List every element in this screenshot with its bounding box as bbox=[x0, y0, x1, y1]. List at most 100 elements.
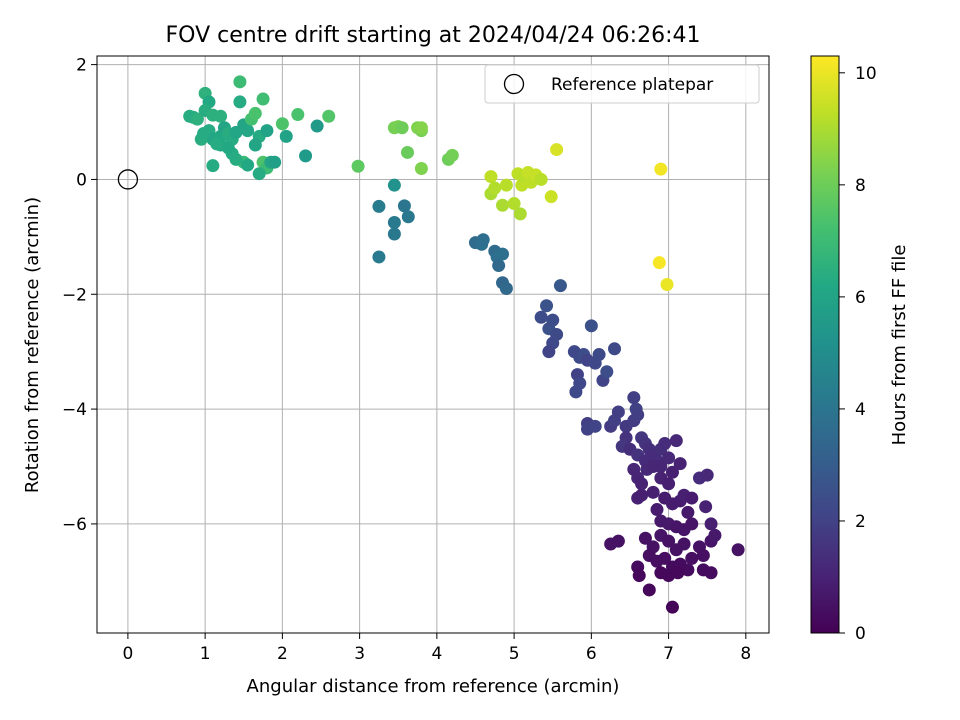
data-points bbox=[183, 75, 745, 614]
data-point bbox=[496, 198, 510, 212]
colorbar-tick-label: 8 bbox=[855, 176, 866, 196]
data-point bbox=[488, 181, 502, 195]
data-point bbox=[492, 259, 506, 273]
y-axis-label: Rotation from reference (arcmin) bbox=[22, 197, 43, 493]
legend: Reference platepar bbox=[484, 64, 760, 104]
data-point bbox=[569, 385, 583, 399]
x-tick-label: 3 bbox=[354, 644, 365, 664]
data-point bbox=[210, 137, 224, 151]
colorbar-tick-label: 2 bbox=[855, 512, 866, 532]
data-point bbox=[544, 190, 558, 204]
data-point bbox=[671, 566, 685, 580]
data-point bbox=[731, 543, 745, 557]
colorbar-tick-label: 4 bbox=[855, 400, 866, 420]
data-point bbox=[248, 106, 262, 120]
data-point bbox=[252, 167, 266, 181]
data-point bbox=[387, 227, 401, 241]
data-point bbox=[665, 465, 679, 479]
data-point bbox=[652, 256, 666, 270]
x-tick-label: 1 bbox=[200, 644, 211, 664]
data-point bbox=[372, 250, 386, 264]
data-point bbox=[553, 279, 567, 293]
data-point bbox=[414, 121, 428, 135]
legend-reference-marker bbox=[503, 73, 525, 95]
y-tick-label: −2 bbox=[62, 285, 87, 305]
data-point bbox=[248, 138, 262, 152]
data-point bbox=[660, 278, 674, 292]
data-point bbox=[669, 434, 683, 448]
colorbar-ticks: 0 2 4 6 8 10 bbox=[839, 64, 877, 644]
data-point bbox=[646, 485, 660, 499]
data-point bbox=[513, 207, 527, 221]
chart-title: FOV centre drift starting at 2024/04/24 … bbox=[166, 23, 701, 48]
colorbar-label: Hours from first FF file bbox=[889, 245, 910, 446]
y-tick-label: 2 bbox=[76, 56, 87, 76]
data-point bbox=[650, 503, 664, 517]
data-point bbox=[608, 342, 622, 356]
data-point bbox=[197, 127, 211, 141]
data-point bbox=[654, 460, 668, 474]
x-tick-label: 4 bbox=[431, 644, 442, 664]
data-point bbox=[291, 108, 305, 122]
colorbar-tick-label: 10 bbox=[855, 64, 877, 84]
x-axis-label: Angular distance from reference (arcmin) bbox=[247, 676, 620, 697]
data-point bbox=[546, 313, 560, 327]
data-point bbox=[206, 159, 220, 173]
data-point bbox=[658, 437, 672, 451]
data-point bbox=[681, 505, 695, 519]
colorbar bbox=[810, 55, 840, 634]
plot-frame bbox=[96, 55, 770, 634]
data-point bbox=[662, 534, 676, 548]
data-point bbox=[496, 247, 510, 261]
x-tick-label: 6 bbox=[586, 644, 597, 664]
data-point bbox=[584, 319, 598, 333]
data-point bbox=[499, 282, 513, 296]
data-point bbox=[233, 95, 247, 109]
data-point bbox=[685, 491, 699, 505]
data-point bbox=[685, 517, 699, 531]
data-point bbox=[704, 517, 718, 531]
x-tick-label: 7 bbox=[663, 644, 674, 664]
data-point bbox=[632, 569, 646, 583]
data-point bbox=[397, 199, 411, 213]
data-point bbox=[241, 124, 255, 138]
data-point bbox=[600, 365, 614, 379]
data-point bbox=[611, 534, 625, 548]
data-point bbox=[414, 162, 428, 176]
data-point bbox=[256, 92, 270, 106]
data-point bbox=[627, 462, 641, 476]
data-point bbox=[310, 119, 324, 133]
data-point bbox=[387, 215, 401, 229]
data-point bbox=[401, 210, 415, 224]
data-point bbox=[673, 457, 687, 471]
data-point bbox=[299, 149, 313, 163]
data-point bbox=[677, 537, 691, 551]
data-point bbox=[681, 563, 695, 577]
data-point bbox=[351, 159, 365, 173]
axis-ticks: 0 1 2 3 4 5 6 7 8 2 0 −2 −4 −6 bbox=[62, 56, 751, 664]
data-point bbox=[214, 109, 228, 123]
data-point bbox=[662, 477, 676, 491]
colorbar-tick-label: 0 bbox=[855, 624, 866, 644]
data-point bbox=[499, 178, 513, 192]
data-point bbox=[542, 345, 556, 359]
data-point bbox=[395, 121, 409, 135]
reference-marker bbox=[117, 169, 139, 190]
data-point bbox=[534, 172, 548, 186]
data-point bbox=[654, 162, 668, 176]
data-point bbox=[708, 528, 722, 542]
data-point bbox=[241, 158, 255, 172]
data-point bbox=[611, 405, 625, 419]
x-tick-label: 5 bbox=[509, 644, 520, 664]
x-tick-label: 8 bbox=[740, 644, 751, 664]
x-tick-label: 0 bbox=[122, 644, 133, 664]
data-point bbox=[275, 117, 289, 131]
data-point bbox=[372, 199, 386, 213]
data-point bbox=[699, 500, 713, 514]
x-tick-label: 2 bbox=[277, 644, 288, 664]
data-point bbox=[588, 419, 602, 433]
reference-point bbox=[117, 169, 139, 190]
data-point bbox=[279, 129, 293, 143]
data-point bbox=[662, 451, 676, 465]
